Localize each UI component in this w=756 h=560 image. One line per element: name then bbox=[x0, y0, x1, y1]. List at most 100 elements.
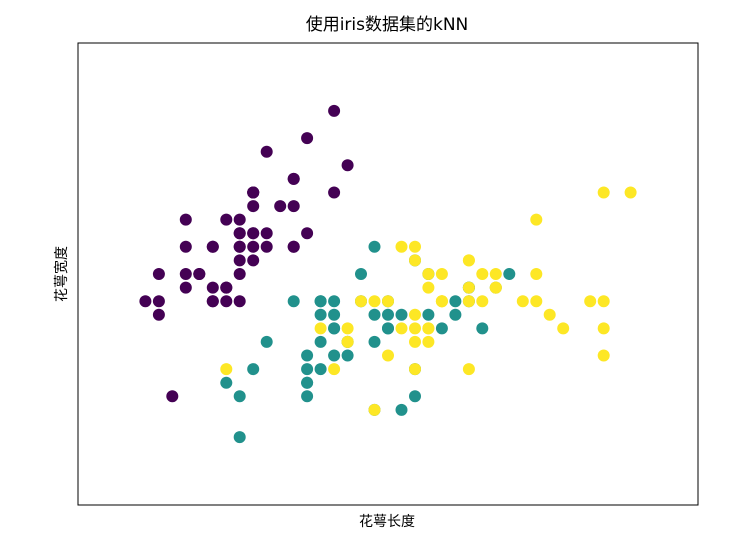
point-setosa bbox=[233, 227, 246, 240]
point-virginica bbox=[220, 363, 233, 376]
point-virginica bbox=[489, 281, 502, 294]
point-virginica bbox=[341, 335, 354, 348]
point-versicolor bbox=[382, 322, 394, 335]
point-virginica bbox=[409, 254, 421, 267]
point-versicolor bbox=[328, 349, 341, 362]
point-versicolor bbox=[233, 390, 246, 403]
chart-title: 使用iris数据集的kNN bbox=[306, 14, 469, 35]
point-setosa bbox=[152, 308, 165, 321]
point-virginica bbox=[422, 268, 435, 280]
point-setosa bbox=[233, 268, 246, 280]
point-virginica bbox=[476, 295, 489, 308]
point-virginica bbox=[368, 295, 381, 308]
point-versicolor bbox=[368, 335, 381, 348]
point-virginica bbox=[409, 240, 421, 253]
point-virginica bbox=[530, 268, 543, 280]
point-setosa bbox=[287, 200, 300, 213]
point-setosa bbox=[260, 240, 273, 253]
point-setosa bbox=[260, 145, 273, 158]
point-setosa bbox=[152, 268, 165, 280]
point-virginica bbox=[409, 335, 421, 348]
point-virginica bbox=[597, 349, 610, 362]
point-versicolor bbox=[355, 268, 367, 280]
point-virginica bbox=[382, 295, 394, 308]
point-virginica bbox=[584, 295, 597, 308]
point-setosa bbox=[301, 132, 314, 145]
point-virginica bbox=[476, 268, 489, 280]
point-versicolor bbox=[476, 322, 489, 335]
point-versicolor bbox=[301, 376, 314, 389]
point-virginica bbox=[516, 295, 529, 308]
point-versicolor bbox=[220, 376, 233, 389]
point-virginica bbox=[328, 363, 341, 376]
point-versicolor bbox=[328, 308, 341, 321]
point-versicolor bbox=[503, 268, 516, 280]
point-virginica bbox=[462, 363, 475, 376]
point-versicolor bbox=[314, 295, 327, 308]
point-versicolor bbox=[314, 363, 327, 376]
point-versicolor bbox=[314, 308, 327, 321]
point-virginica bbox=[409, 363, 421, 376]
point-virginica bbox=[597, 295, 610, 308]
point-versicolor bbox=[368, 308, 381, 321]
point-setosa bbox=[166, 390, 179, 403]
point-setosa bbox=[152, 295, 165, 308]
point-virginica bbox=[422, 335, 435, 348]
point-setosa bbox=[206, 281, 219, 294]
point-setosa bbox=[247, 240, 260, 253]
point-virginica bbox=[462, 254, 475, 267]
point-setosa bbox=[260, 227, 273, 240]
point-setosa bbox=[287, 172, 300, 185]
data-points bbox=[139, 104, 637, 444]
point-setosa bbox=[247, 186, 260, 199]
point-virginica bbox=[368, 403, 381, 416]
point-setosa bbox=[179, 268, 192, 280]
point-setosa bbox=[179, 281, 192, 294]
point-setosa bbox=[206, 295, 219, 308]
point-setosa bbox=[220, 213, 233, 226]
point-versicolor bbox=[409, 390, 421, 403]
point-virginica bbox=[355, 295, 367, 308]
point-virginica bbox=[422, 322, 435, 335]
point-setosa bbox=[341, 159, 354, 172]
point-versicolor bbox=[328, 295, 341, 308]
point-versicolor bbox=[314, 335, 327, 348]
point-versicolor bbox=[247, 363, 260, 376]
point-versicolor bbox=[435, 322, 448, 335]
point-setosa bbox=[247, 200, 260, 213]
y-axis-label: 花萼宽度 bbox=[53, 246, 70, 302]
point-virginica bbox=[422, 281, 435, 294]
point-versicolor bbox=[422, 308, 435, 321]
point-virginica bbox=[435, 295, 448, 308]
point-versicolor bbox=[301, 349, 314, 362]
point-versicolor bbox=[301, 390, 314, 403]
point-setosa bbox=[247, 227, 260, 240]
point-versicolor bbox=[395, 308, 408, 321]
point-versicolor bbox=[368, 240, 381, 253]
point-setosa bbox=[206, 240, 219, 253]
point-virginica bbox=[489, 268, 502, 280]
point-virginica bbox=[597, 186, 610, 199]
point-virginica bbox=[409, 308, 421, 321]
point-virginica bbox=[395, 240, 408, 253]
point-versicolor bbox=[301, 363, 314, 376]
point-setosa bbox=[328, 186, 341, 199]
point-versicolor bbox=[233, 431, 246, 444]
point-virginica bbox=[409, 322, 421, 335]
point-setosa bbox=[274, 200, 287, 213]
point-virginica bbox=[395, 322, 408, 335]
point-setosa bbox=[179, 213, 192, 226]
point-versicolor bbox=[260, 335, 273, 348]
point-versicolor bbox=[449, 295, 462, 308]
point-versicolor bbox=[382, 308, 394, 321]
point-setosa bbox=[247, 254, 260, 267]
point-virginica bbox=[557, 322, 570, 335]
point-setosa bbox=[220, 281, 233, 294]
point-virginica bbox=[382, 349, 394, 362]
point-setosa bbox=[328, 104, 341, 117]
point-virginica bbox=[530, 295, 543, 308]
point-virginica bbox=[462, 281, 475, 294]
point-versicolor bbox=[328, 322, 341, 335]
point-setosa bbox=[287, 240, 300, 253]
